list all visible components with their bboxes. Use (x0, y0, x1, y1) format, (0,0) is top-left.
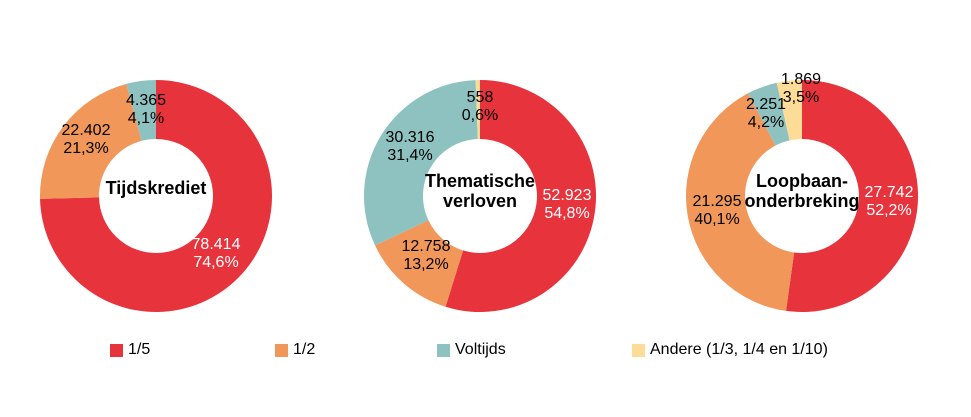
legend-swatch-yellow (632, 343, 645, 357)
donut-segment-tijdskrediet-voltijds (126, 80, 156, 141)
donut-segment-loopbaan-onderbreking-1-5 (786, 79, 919, 312)
legend-label: Voltijds (455, 341, 506, 358)
legend-label: 1/5 (128, 341, 151, 358)
legend-swatch-orange (275, 343, 288, 357)
donut-segment-loopbaan-onderbreking-voltijds (748, 82, 790, 146)
legend-label: Andere (1/3, 1/4 en 1/10) (650, 341, 828, 358)
legend-item-voltijds: Voltijds (437, 341, 506, 359)
legend-label: 1/2 (293, 341, 316, 358)
donut-segment-thematische-verloven-1-2 (375, 220, 464, 307)
donut-segment-thematische-verloven-1-5 (445, 80, 597, 313)
legend-item-1-5: 1/5 (110, 341, 150, 359)
legend-item-1-2: 1/2 (275, 341, 315, 359)
donut-segment-tijdskrediet-1-2 (40, 83, 142, 199)
donut-segment-thematische-verloven-voltijds (363, 80, 478, 246)
donut-segment-tijdskrediet-1-5 (40, 80, 273, 313)
chart-legend: 1/5 1/2 Voltijds Andere (1/3, 1/4 en 1/1… (0, 341, 971, 361)
donut-segment-loopbaan-onderbreking-andere-1-3-1-4-en-1-10 (776, 80, 802, 141)
legend-item-andere: Andere (1/3, 1/4 en 1/10) (632, 341, 828, 359)
donut-segment-thematische-verloven-andere-1-3-1-4-en-1-10 (475, 79, 480, 140)
legend-swatch-teal (437, 343, 450, 357)
legend-swatch-red (110, 343, 123, 357)
donut-segment-loopbaan-onderbreking-1-2 (685, 93, 795, 311)
